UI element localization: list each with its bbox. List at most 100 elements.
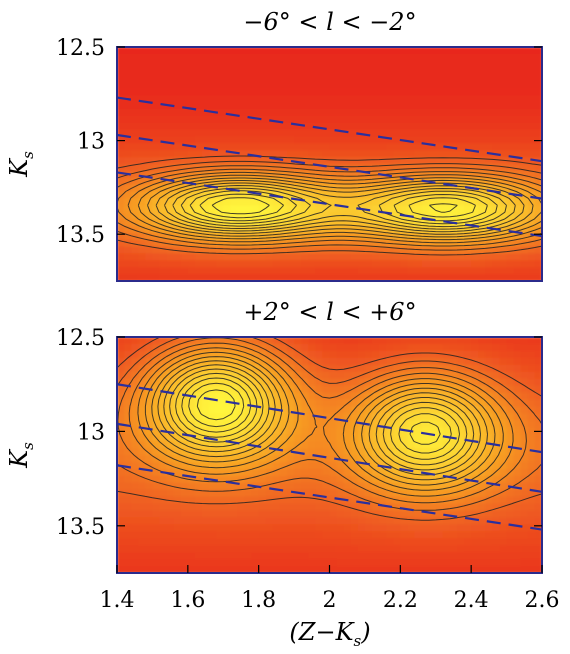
heatmap-cell	[499, 455, 508, 463]
heatmap-cell	[223, 350, 231, 359]
heatmap-cell	[386, 267, 394, 275]
heatmap-cell	[216, 531, 224, 539]
heatmap-cell	[428, 88, 437, 96]
heatmap-cell	[258, 357, 267, 366]
heatmap-cell	[194, 81, 203, 89]
heatmap-cell	[485, 157, 494, 165]
heatmap-cell	[372, 566, 380, 573]
heatmap-cell	[386, 510, 394, 519]
heatmap-cell	[464, 531, 472, 539]
heatmap-cell	[350, 129, 359, 138]
heatmap-cell	[442, 420, 451, 428]
heatmap-cell	[159, 503, 168, 512]
heatmap-cell	[336, 274, 345, 281]
heatmap-cell	[279, 157, 288, 165]
heatmap-cell	[393, 427, 401, 435]
heatmap-cell	[216, 475, 224, 484]
heatmap-cell	[124, 392, 132, 401]
heatmap-cell	[265, 136, 274, 144]
heatmap-cell	[485, 67, 494, 76]
heatmap-cell	[131, 357, 139, 366]
heatmap-cell	[166, 115, 175, 124]
heatmap-cell	[294, 427, 302, 435]
heatmap-cell	[364, 212, 373, 220]
contour-line	[117, 160, 542, 251]
heatmap-cell	[442, 47, 451, 55]
heatmap-cell	[343, 122, 352, 131]
heatmap-cell	[393, 115, 401, 124]
heatmap-cell	[223, 441, 231, 449]
heatmap-cell	[279, 108, 288, 117]
heatmap-cell	[527, 88, 536, 96]
heatmap-cell	[265, 552, 274, 560]
heatmap-cell	[372, 441, 380, 449]
heatmap-cell	[400, 378, 409, 387]
heatmap-cell	[315, 157, 324, 165]
heatmap-cell	[534, 205, 542, 213]
heatmap-cell	[464, 461, 472, 470]
heatmap-cell	[180, 212, 189, 220]
heatmap-cell	[407, 47, 416, 55]
heatmap-cell	[138, 337, 146, 345]
heatmap-cell	[194, 517, 203, 526]
heatmap-cell	[237, 559, 246, 567]
heatmap-cell	[527, 461, 536, 470]
heatmap-cell	[527, 164, 536, 172]
heatmap-cell	[272, 143, 281, 151]
heatmap-cell	[357, 260, 366, 268]
heatmap-cell	[471, 399, 479, 408]
heatmap-cell	[159, 413, 168, 421]
heatmap-cell	[131, 108, 139, 117]
heatmap-cell	[131, 496, 139, 505]
heatmap-cell	[173, 74, 182, 83]
heatmap-cell	[202, 392, 210, 401]
heatmap-cell	[301, 219, 309, 227]
heatmap-cell	[187, 47, 196, 55]
heatmap-cell	[527, 392, 536, 401]
heatmap-cell	[471, 239, 479, 248]
heatmap-cell	[449, 531, 458, 539]
heatmap-cell	[393, 81, 401, 89]
heatmap-cell	[124, 357, 132, 366]
heatmap-cell	[520, 212, 529, 220]
heatmap-cell	[350, 343, 359, 352]
heatmap-cell	[223, 364, 231, 373]
heatmap-cell	[166, 191, 175, 200]
heatmap-cell	[343, 357, 352, 366]
heatmap-cell	[145, 413, 154, 421]
heatmap-cell	[442, 489, 451, 498]
heatmap-cell	[237, 150, 246, 158]
heatmap-cell	[343, 260, 352, 268]
heatmap-cell	[279, 399, 288, 408]
heatmap-cell	[131, 538, 139, 546]
dashed-reference-line	[117, 383, 542, 454]
heatmap-cell	[258, 47, 267, 55]
heatmap-cell	[131, 60, 139, 69]
heatmap-cell	[379, 427, 387, 435]
heatmap-cell	[209, 545, 217, 553]
heatmap-cell	[166, 510, 175, 519]
heatmap-cell	[166, 157, 175, 165]
heatmap-cell	[499, 253, 508, 261]
heatmap-cell	[407, 260, 416, 268]
heatmap-cell	[159, 198, 168, 206]
heatmap-cell	[478, 448, 486, 456]
heatmap-cell	[237, 198, 246, 206]
heatmap-cell	[194, 129, 203, 138]
heatmap-cell	[244, 337, 253, 345]
heatmap-cell	[287, 503, 295, 512]
heatmap-cell	[244, 74, 253, 83]
heatmap-cell	[173, 150, 182, 158]
heatmap-cell	[272, 60, 281, 69]
heatmap-cell	[308, 538, 316, 546]
heatmap-cell	[414, 461, 423, 470]
heatmap-cell	[301, 531, 309, 539]
heatmap-cell	[230, 517, 239, 526]
heatmap-cell	[336, 150, 345, 158]
heatmap-cell	[449, 441, 458, 449]
heatmap-cell	[492, 538, 501, 546]
heatmap-cell	[428, 496, 437, 505]
heatmap-cell	[209, 392, 217, 401]
heatmap-cell	[471, 191, 479, 200]
heatmap-cell	[272, 371, 281, 380]
